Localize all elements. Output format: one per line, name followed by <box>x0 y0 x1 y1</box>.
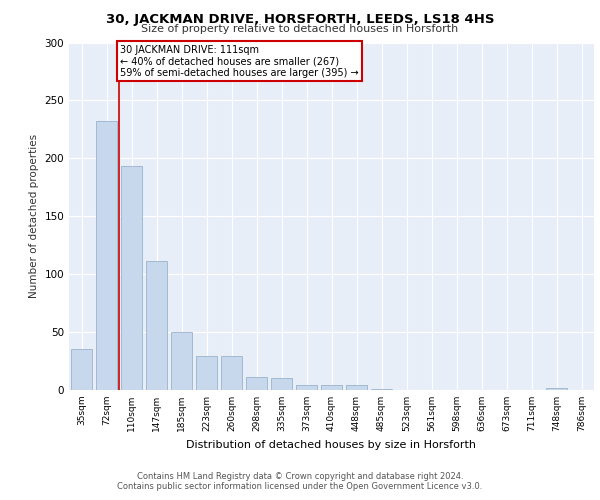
Text: 30, JACKMAN DRIVE, HORSFORTH, LEEDS, LS18 4HS: 30, JACKMAN DRIVE, HORSFORTH, LEEDS, LS1… <box>106 12 494 26</box>
Bar <box>371 389 392 390</box>
Bar <box>271 378 292 390</box>
Bar <box>546 388 567 390</box>
Bar <box>296 386 317 390</box>
Bar <box>71 350 92 390</box>
Bar <box>346 386 367 390</box>
Bar <box>321 386 342 390</box>
Text: Size of property relative to detached houses in Horsforth: Size of property relative to detached ho… <box>142 24 458 34</box>
Bar <box>121 166 142 390</box>
Bar <box>221 356 242 390</box>
Text: 30 JACKMAN DRIVE: 111sqm
← 40% of detached houses are smaller (267)
59% of semi-: 30 JACKMAN DRIVE: 111sqm ← 40% of detach… <box>120 45 359 78</box>
Y-axis label: Number of detached properties: Number of detached properties <box>29 134 39 298</box>
X-axis label: Distribution of detached houses by size in Horsforth: Distribution of detached houses by size … <box>187 440 476 450</box>
Text: Contains HM Land Registry data © Crown copyright and database right 2024.
Contai: Contains HM Land Registry data © Crown c… <box>118 472 482 491</box>
Bar <box>246 378 267 390</box>
Bar <box>196 356 217 390</box>
Bar <box>146 262 167 390</box>
Bar <box>171 332 192 390</box>
Bar <box>96 122 117 390</box>
